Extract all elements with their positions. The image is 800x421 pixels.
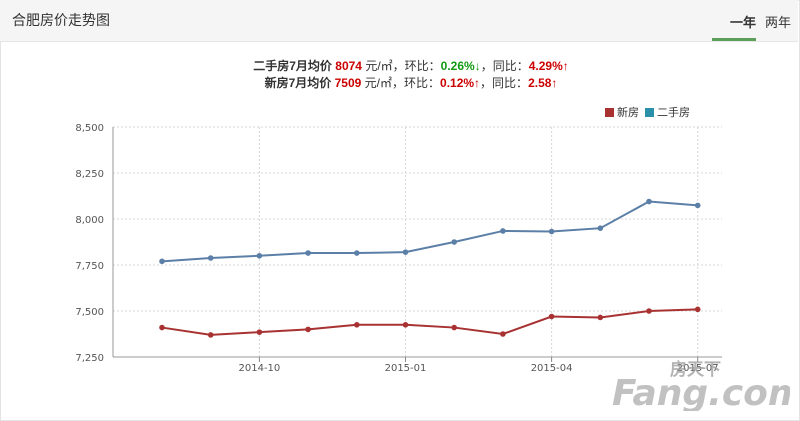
new-price-label: 新房7月均价: [264, 76, 332, 90]
active-tab-indicator: [712, 38, 756, 41]
y-tick-label: 8,500: [75, 123, 104, 134]
legend-label-new: 新房: [617, 107, 639, 119]
legend-swatch-new: [605, 108, 614, 117]
data-point-new: [694, 306, 701, 313]
new-yoy-label: ，同比：: [480, 76, 529, 90]
series-line-resale: [161, 200, 698, 263]
data-point-new: [402, 322, 409, 328]
data-point-new: [500, 331, 506, 337]
new-mom-value: 0.12%↑: [440, 76, 481, 90]
data-point-new: [646, 308, 652, 314]
data-point-resale: [256, 253, 263, 259]
new-price-unit: 元/㎡: [364, 76, 392, 90]
watermark-chinese: 房天下: [670, 359, 721, 380]
legend-label-resale: 二手房: [657, 107, 690, 119]
y-tick-label: 8,000: [75, 215, 104, 226]
legend-item-new[interactable]: 新房: [605, 104, 639, 120]
data-point-resale: [500, 228, 506, 234]
data-point-new: [159, 324, 165, 331]
data-point-resale: [451, 239, 458, 245]
data-point-resale: [305, 250, 311, 256]
new-yoy-value: 2.58↑: [528, 76, 558, 90]
x-tick-label: 2015-04: [531, 363, 573, 374]
data-point-new: [548, 313, 555, 320]
resale-yoy-label: ，同比：: [480, 59, 529, 73]
y-tick-label: 7,750: [75, 261, 104, 272]
data-point-new: [305, 326, 311, 333]
data-point-resale: [548, 228, 555, 235]
resale-price-label: 二手房7月均价: [253, 59, 332, 73]
data-point-resale: [402, 249, 409, 255]
resale-summary: 二手房7月均价 8074 元/㎡，环比：0.26%↓，同比：4.29%↑: [0, 57, 800, 74]
data-point-resale: [646, 198, 652, 205]
x-tick-label: 2015-07: [677, 363, 719, 374]
data-point-new: [256, 329, 263, 335]
legend-swatch-resale: [645, 108, 654, 117]
data-point-new: [597, 314, 604, 321]
resale-price-value: 8074: [335, 59, 362, 73]
new-summary: 新房7月均价 7509 元/㎡，环比：0.12%↑，同比：2.58↑: [0, 74, 800, 91]
resale-yoy-value: 4.29%↑: [528, 59, 569, 73]
y-tick-label: 7,500: [75, 307, 104, 318]
data-point-resale: [694, 202, 701, 209]
new-price-value: 7509: [334, 76, 362, 90]
series-line-new: [161, 308, 698, 336]
resale-mom-value: 0.26%↓: [440, 59, 481, 73]
data-point-new: [451, 324, 458, 331]
resale-price-unit: 元/㎡: [365, 59, 393, 73]
panel-header: 合肥房价走势图 一年 两年: [0, 0, 798, 42]
y-tick-label: 8,250: [75, 169, 104, 180]
watermark-brand: Fang.com: [612, 373, 790, 411]
resale-mom-label: ，环比：: [392, 59, 441, 73]
panel-title: 合肥房价走势图: [12, 12, 110, 28]
tab-two-years[interactable]: 两年: [765, 15, 792, 30]
legend-item-resale[interactable]: 二手房: [645, 104, 690, 120]
y-tick-label: 7,250: [75, 353, 104, 364]
fang-logo: 房天下 Fang.com: [612, 359, 790, 411]
data-point-resale: [159, 258, 165, 265]
data-point-resale: [207, 255, 214, 261]
x-tick-label: 2015-01: [385, 363, 427, 374]
data-point-resale: [597, 225, 604, 231]
data-point-new: [207, 332, 214, 338]
data-point-new: [354, 322, 360, 328]
data-point-resale: [354, 250, 360, 256]
x-tick-label: 2014-10: [239, 363, 281, 374]
new-mom-label: ，环比：: [392, 76, 441, 90]
tab-one-year[interactable]: 一年: [730, 15, 757, 30]
